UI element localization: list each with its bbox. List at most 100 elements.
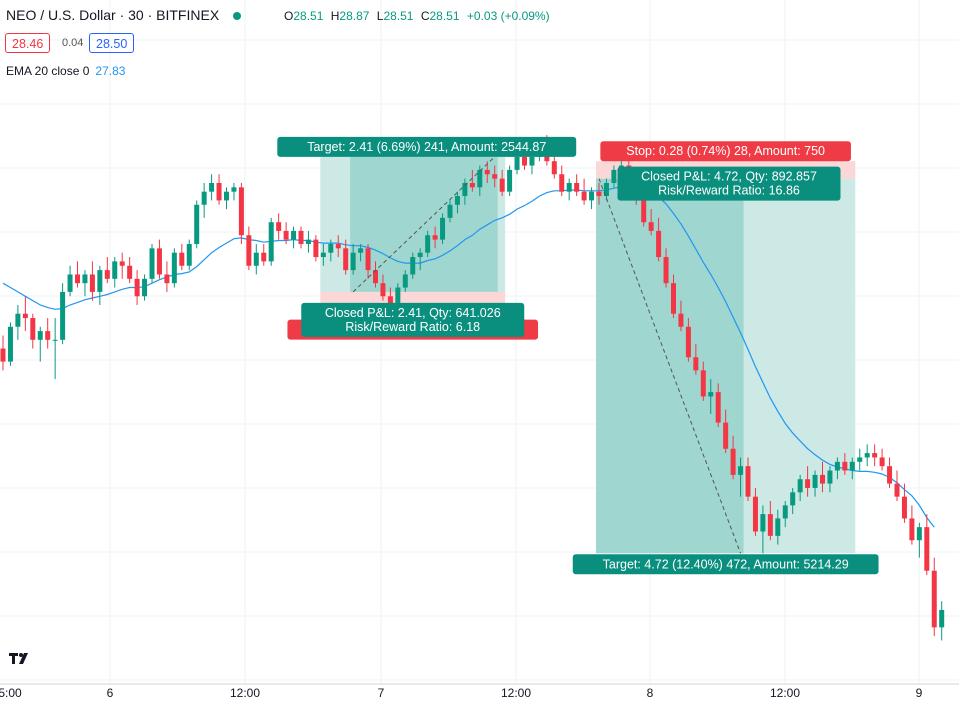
candle-body [805,479,811,488]
candle-body [432,235,438,240]
candle-body [89,274,95,292]
candle-body [156,248,162,275]
candle-body [343,248,349,271]
candle-body [939,609,945,628]
tradingview-logo-icon [9,653,28,664]
time-axis-tick-label: 5:00 [0,686,22,700]
candle-up [849,457,855,480]
candle-down [0,335,6,371]
candle-down [22,296,28,332]
candle-up [916,522,922,558]
candle-down [75,261,80,288]
candle-up [149,243,155,284]
candle-body [373,270,378,284]
candle-body [671,283,676,314]
time-axis-tick-label: 6 [107,686,114,700]
candle-up [52,318,58,380]
candle-up [797,474,803,502]
symbol-name[interactable]: NEO / U.S. Dollar · 30 · BITFINEX [6,7,220,23]
candle-body [827,470,833,484]
buy-price-button[interactable]: 28.50 [89,33,135,53]
candle-up [291,226,297,249]
candle-down [894,470,900,502]
candle-body [663,257,669,284]
short-pnl-label: Closed P&L: 4.72, Qty: 892.857Risk/Rewar… [617,166,841,201]
candle-up [589,187,595,210]
candle-body [656,230,662,258]
symbol-title[interactable]: NEO / U.S. Dollar · 30 · BITFINEX [6,7,251,23]
candle-body [134,278,140,297]
candle-body [82,274,88,284]
candle-body [75,274,80,284]
candle-body [916,527,922,541]
candle-body [350,252,356,271]
candle-body [477,169,483,188]
candle-body [45,331,51,340]
candle-body [22,313,28,319]
candle-body [931,570,937,628]
candle-body [909,518,915,541]
candle-down [298,226,304,249]
short-stop-label: Stop: 0.28 (0.74%) 28, Amount: 750 [600,141,851,162]
candle-body [402,274,408,288]
candle-body [417,252,423,258]
candle-body [849,461,855,471]
candle-down [373,261,378,288]
candle-down [745,457,751,502]
candle-body [462,182,468,197]
candle-up [417,248,423,271]
candle-body [358,248,364,253]
short-pnl-label-text: Closed P&L: 4.72, Qty: 892.857 [641,170,817,184]
time-axis-tick-label: 7 [378,686,385,700]
candle-body [186,243,192,266]
short-stop-label-bg [600,141,851,162]
candle-down [238,182,244,244]
sell-price-button[interactable]: 28.46 [5,33,51,53]
candle-up [224,187,229,210]
candle-body [901,496,907,519]
tradingview-logo[interactable] [5,648,35,670]
candle-body [834,461,840,471]
candle-body [365,248,371,271]
candle-up [328,239,334,262]
candle-down [119,252,125,279]
candle-body [231,187,237,192]
candle-body [723,422,729,449]
candle-body [164,274,170,284]
candle-body [894,483,900,497]
candle-body [60,291,66,340]
candle-body [790,492,796,506]
candle-down [365,243,371,279]
candle-body [857,457,863,462]
candle-body [268,222,274,262]
candle-up [60,283,66,345]
candle-body [685,326,691,358]
candle-body [559,174,565,192]
time-axis-tick-label: 8 [647,686,654,700]
candle-body [499,178,505,192]
candle-down [887,457,893,488]
ema-legend[interactable]: EMA 20 close 0 27.83 [6,64,125,78]
candle-body [551,161,557,175]
candle-body [387,296,393,305]
candle-down [164,261,170,292]
candle-body [209,182,215,192]
long-target-label: Target: 2.41 (6.69%) 241, Amount: 2544.8… [277,136,577,157]
candle-body [469,182,475,188]
candle-up [37,326,43,362]
close-label: C [420,9,430,23]
long-target-label-text: Target: 2.41 (6.69%) 241, Amount: 2544.8… [307,140,546,154]
spread-value: 0.04 [62,37,84,49]
candle-body [879,457,885,467]
candle-up [15,304,21,340]
low-value: 28.51 [383,9,414,23]
candle-up [857,448,863,471]
candle-up [775,509,781,545]
candle-down [30,313,36,349]
candle-down [678,300,684,332]
candle-up [171,248,177,288]
candle-body [276,222,282,231]
candle-up [350,243,356,275]
